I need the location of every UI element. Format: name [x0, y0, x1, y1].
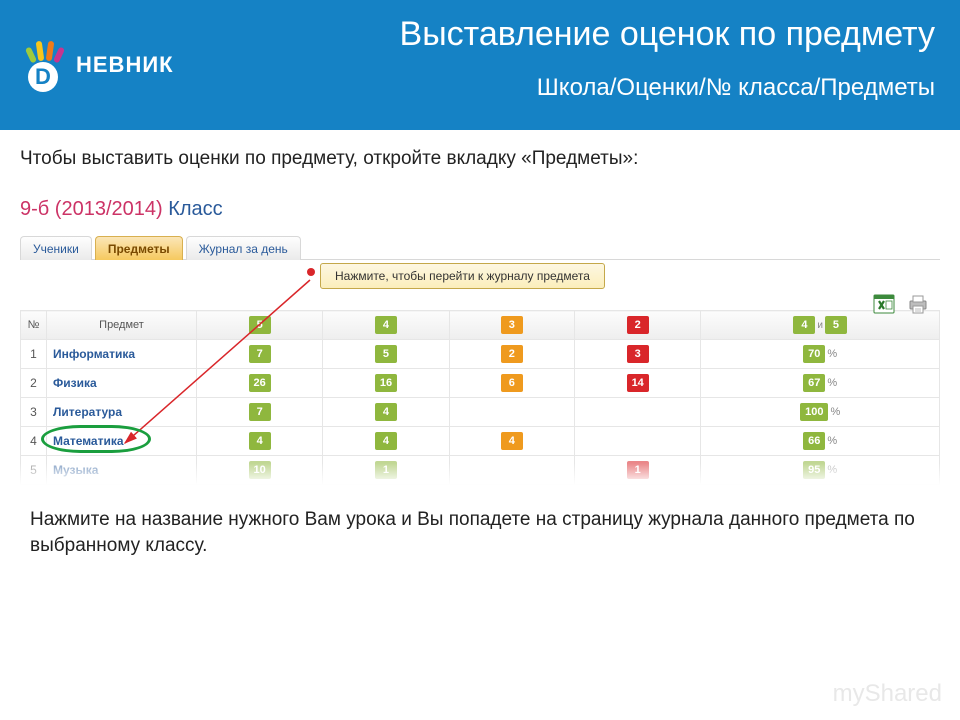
grade-cell: 10 — [197, 456, 323, 485]
logo: D НЕВНИК — [20, 37, 174, 93]
grade-cell: 5 — [323, 340, 449, 369]
table-row: 1 Информатика 752370% — [21, 340, 940, 369]
subject-link[interactable]: Информатика — [53, 347, 135, 361]
row-index: 1 — [21, 340, 47, 369]
grade-cell: 16 — [323, 369, 449, 398]
col-num: № — [21, 311, 47, 340]
grade-cell: 66% — [701, 427, 940, 456]
subject-cell: Информатика — [47, 340, 197, 369]
class-word: Класс — [168, 198, 222, 220]
grade-cell: 7 — [197, 398, 323, 427]
class-title: 9-б (2013/2014) Класс — [20, 198, 940, 221]
col-subject: Предмет — [47, 311, 197, 340]
grade-cell: 3 — [575, 340, 701, 369]
grade-cell — [575, 398, 701, 427]
tab-журнал за день[interactable]: Журнал за день — [186, 236, 301, 260]
table-row: 3 Литература 74 100% — [21, 398, 940, 427]
grade-cell: 4 — [197, 427, 323, 456]
grade-cell: 67% — [701, 369, 940, 398]
row-index: 5 — [21, 456, 47, 485]
grade-cell — [449, 398, 574, 427]
grade-cell — [449, 456, 574, 485]
instruction-top: Чтобы выставить оценки по предмету, откр… — [20, 148, 940, 170]
subject-cell: Литература — [47, 398, 197, 427]
grade-cell: 4 — [449, 427, 574, 456]
grade-cell: 14 — [575, 369, 701, 398]
table-row: 4Математика44466% — [21, 427, 940, 456]
table-row: 5Музыка101195% — [21, 456, 940, 485]
export-excel-icon[interactable] — [872, 292, 896, 321]
tabs: УченикиПредметыЖурнал за день — [20, 235, 940, 260]
grade-cell: 26 — [197, 369, 323, 398]
subject-link[interactable]: Музыка — [53, 463, 98, 477]
grade-cell: 2 — [449, 340, 574, 369]
col-grade-2: 2 — [575, 311, 701, 340]
header-titles: Выставление оценок по предмету Школа/Оце… — [400, 15, 935, 102]
row-index: 3 — [21, 398, 47, 427]
grade-cell: 6 — [449, 369, 574, 398]
grade-cell: 1 — [323, 456, 449, 485]
svg-text:D: D — [35, 64, 51, 89]
tab-предметы[interactable]: Предметы — [95, 236, 183, 260]
subjects-table: № Предмет 5 4 3 2 4и5 1Информатика752370… — [20, 310, 940, 485]
grade-cell: 7 — [197, 340, 323, 369]
grade-cell: 4 — [323, 398, 449, 427]
subject-link[interactable]: Физика — [53, 376, 97, 390]
subject-cell: Физика — [47, 369, 197, 398]
journal-area: Нажмите, чтобы перейти к журналу предмет… — [20, 260, 940, 485]
col-grade-4: 4 — [323, 311, 449, 340]
grade-cell: 70% — [701, 340, 940, 369]
col-grade-5: 5 — [197, 311, 323, 340]
subject-link[interactable]: Литература — [53, 405, 122, 419]
grade-cell: 100% — [701, 398, 940, 427]
watermark: myShared — [833, 680, 942, 708]
callout-tooltip: Нажмите, чтобы перейти к журналу предмет… — [320, 263, 605, 289]
grade-cell: 1 — [575, 456, 701, 485]
row-index: 2 — [21, 369, 47, 398]
row-index: 4 — [21, 427, 47, 456]
header: D НЕВНИК Выставление оценок по предмету … — [0, 0, 960, 130]
print-icon[interactable] — [906, 292, 930, 321]
page-title: Выставление оценок по предмету — [400, 15, 935, 54]
logo-text: НЕВНИК — [76, 52, 174, 78]
class-number: 9-б (2013/2014) — [20, 198, 163, 220]
breadcrumb: Школа/Оценки/№ класса/Предметы — [400, 74, 935, 102]
subject-link[interactable]: Математика — [53, 434, 124, 448]
grade-cell: 4 — [323, 427, 449, 456]
subject-cell: Математика — [47, 427, 197, 456]
instruction-bottom: Нажмите на название нужного Вам урока и … — [0, 485, 960, 558]
table-row: 2 Физика 261661467% — [21, 369, 940, 398]
logo-hand-icon: D — [20, 37, 70, 93]
tab-ученики[interactable]: Ученики — [20, 236, 92, 260]
grade-cell — [575, 427, 701, 456]
grade-cell: 95% — [701, 456, 940, 485]
callout-dot — [307, 268, 315, 276]
col-grade-3: 3 — [449, 311, 574, 340]
subject-cell: Музыка — [47, 456, 197, 485]
table-header-row: № Предмет 5 4 3 2 4и5 — [21, 311, 940, 340]
